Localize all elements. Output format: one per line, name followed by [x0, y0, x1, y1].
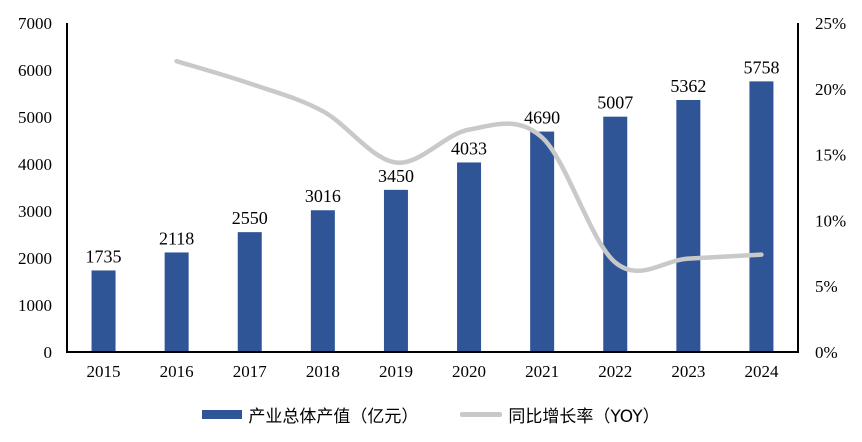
bar-value-label: 4033	[451, 138, 487, 158]
legend-line-series-label: 同比增长率（YOY）	[508, 407, 660, 427]
legend-bar-series-label: 产业总体产值（亿元）	[248, 407, 419, 427]
bar-2016	[164, 252, 189, 352]
bar-value-label: 5758	[743, 57, 779, 77]
bar-2020	[457, 162, 482, 352]
x-axis-year-label: 2019	[379, 362, 413, 381]
x-axis-year-label: 2023	[671, 362, 705, 381]
bar-value-label: 3450	[378, 166, 414, 186]
bar-2017	[237, 232, 262, 352]
bar-2021	[530, 131, 555, 352]
x-axis-year-label: 2015	[87, 362, 121, 381]
left-axis-tick-label: 5000	[18, 108, 52, 127]
x-axis-year-label: 2017	[233, 362, 268, 381]
bar-value-label: 5362	[670, 76, 706, 96]
legend-item-line-series: 同比增长率（YOY）	[460, 402, 660, 427]
x-axis-year-label: 2024	[744, 362, 779, 381]
bar-2019	[383, 189, 408, 352]
left-axis-tick-label: 4000	[18, 155, 52, 174]
bar-value-label: 2550	[232, 208, 268, 228]
x-axis-year-label: 2018	[306, 362, 340, 381]
left-axis-tick-label: 3000	[18, 202, 52, 221]
x-axis-year-label: 2020	[452, 362, 486, 381]
x-axis-year-label: 2021	[525, 362, 559, 381]
left-axis-tick-label: 2000	[18, 249, 52, 268]
right-axis-tick-label: 5%	[815, 277, 838, 296]
bar-2018	[310, 210, 335, 352]
bar-2015	[91, 270, 116, 352]
left-axis-tick-label: 0	[44, 343, 53, 362]
right-axis-tick-label: 10%	[815, 211, 846, 230]
right-axis-tick-label: 20%	[815, 80, 846, 99]
legend-item-bar-series: 产业总体产值（亿元）	[202, 402, 418, 427]
x-axis-year-label: 2016	[160, 362, 194, 381]
yoy-growth-line	[174, 58, 764, 274]
right-axis-tick-label: 0%	[815, 343, 838, 362]
bar-value-label: 1735	[86, 246, 122, 266]
x-axis-year-label: 2022	[598, 362, 632, 381]
bar-2024	[749, 81, 774, 353]
bar-value-label: 2118	[159, 228, 194, 248]
bar-2022	[603, 116, 628, 353]
bar-series-swatch-icon	[202, 410, 243, 419]
left-axis-tick-label: 6000	[18, 61, 52, 80]
line-series-swatch-icon	[460, 412, 503, 417]
left-axis-tick-label: 7000	[18, 14, 52, 33]
bar-value-label: 3016	[305, 186, 341, 206]
bar-value-label: 4690	[524, 108, 560, 128]
left-axis-tick-label: 1000	[18, 296, 52, 315]
right-axis-tick-label: 15%	[815, 146, 846, 165]
legend: 产业总体产值（亿元） 同比增长率（YOY）	[0, 402, 862, 427]
bar-value-label: 5007	[597, 93, 633, 113]
right-axis-tick-label: 25%	[815, 14, 846, 33]
bar-2023	[676, 99, 701, 353]
